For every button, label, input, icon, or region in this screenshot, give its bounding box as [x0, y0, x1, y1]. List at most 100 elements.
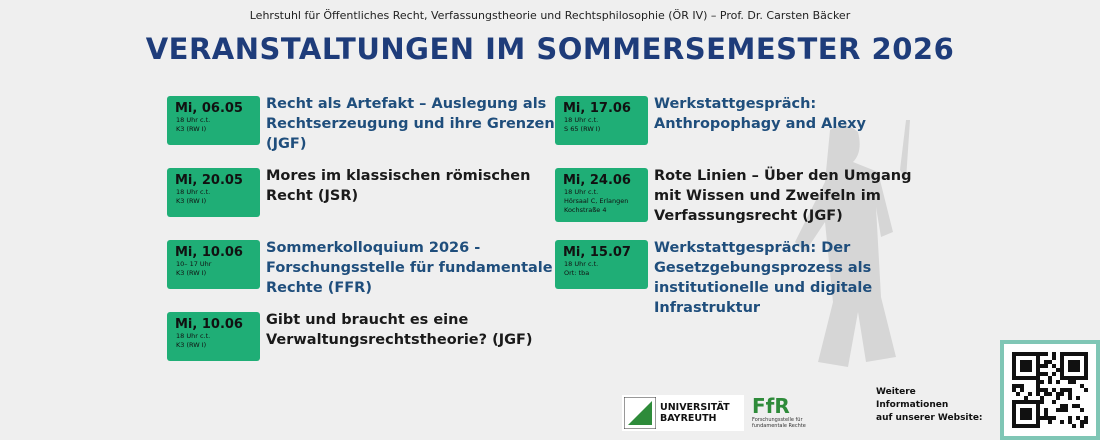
- event-detail: Kochstraße 4: [564, 206, 607, 214]
- event-title-line: Werkstattgespräch: Der: [654, 240, 851, 256]
- qr-module: [1020, 368, 1024, 372]
- qr-module: [1036, 368, 1040, 372]
- qr-module: [1080, 424, 1084, 428]
- qr-module: [1020, 360, 1024, 364]
- qr-module: [1044, 372, 1048, 376]
- qr-module: [1060, 368, 1064, 372]
- university-line: BAYREUTH: [660, 413, 717, 424]
- event-title-line: Rechtserzeugung und ihre Grenzen: [266, 116, 555, 132]
- website-note-line: Informationen: [876, 400, 949, 410]
- event-title-line: Gesetzgebungsprozess als: [654, 260, 872, 276]
- website-note-line: Weitere: [876, 387, 916, 397]
- event-date: Mi, 06.05: [175, 101, 243, 116]
- qr-module: [1032, 352, 1036, 356]
- qr-module: [1036, 404, 1040, 408]
- qr-module: [1060, 420, 1064, 424]
- qr-module: [1040, 380, 1044, 384]
- qr-module: [1036, 400, 1040, 404]
- qr-module: [1060, 408, 1064, 412]
- qr-module: [1028, 416, 1032, 420]
- qr-module: [1012, 424, 1016, 428]
- ffr-mark: FfR: [752, 394, 790, 418]
- qr-module: [1012, 408, 1016, 412]
- qr-module: [1016, 376, 1020, 380]
- qr-module: [1024, 352, 1028, 356]
- event-title-line: Gibt und braucht es eine: [266, 312, 469, 328]
- event-title: Gibt und braucht es eine Verwaltungsrecht…: [266, 310, 533, 350]
- qr-module: [1040, 400, 1044, 404]
- qr-module: [1068, 380, 1072, 384]
- qr-module: [1028, 368, 1032, 372]
- qr-module: [1036, 424, 1040, 428]
- qr-module: [1084, 356, 1088, 360]
- qr-module: [1060, 356, 1064, 360]
- date-badge: Mi, 17.06 18 Uhr c.t. S 65 (RW I): [555, 96, 648, 145]
- qr-module: [1068, 352, 1072, 356]
- qr-module: [1036, 416, 1040, 420]
- qr-module: [1028, 400, 1032, 404]
- event-detail: 18 Uhr c.t.: [176, 188, 211, 196]
- qr-module: [1084, 420, 1088, 424]
- event-title-line: Mores im klassischen römischen: [266, 168, 531, 184]
- qr-module: [1072, 380, 1076, 384]
- qr-module: [1048, 392, 1052, 396]
- qr-module: [1056, 396, 1060, 400]
- qr-module: [1072, 424, 1076, 428]
- qr-module: [1072, 376, 1076, 380]
- event-title-line: Recht (JSR): [266, 188, 359, 204]
- qr-module: [1052, 400, 1056, 404]
- event-date: Mi, 20.05: [175, 173, 243, 188]
- qr-module: [1044, 392, 1048, 396]
- event-title: Recht als Artefakt – Auslegung als Rechts…: [266, 94, 555, 154]
- qr-module: [1052, 352, 1056, 356]
- event-detail: K3 (RW I): [176, 197, 207, 205]
- qr-module: [1020, 408, 1024, 412]
- qr-module: [1076, 352, 1080, 356]
- qr-module: [1012, 388, 1016, 392]
- event-title-line: Infrastruktur: [654, 300, 761, 316]
- qr-module: [1076, 360, 1080, 364]
- ffr-logo: FfR Forschungsstelle für fundamentale Re…: [752, 395, 812, 431]
- date-badge: Mi, 10.06 18 Uhr c.t. K3 (RW I): [167, 312, 260, 361]
- qr-code[interactable]: [1000, 340, 1100, 440]
- qr-module: [1036, 408, 1040, 412]
- qr-module: [1020, 364, 1024, 368]
- qr-module: [1024, 364, 1028, 368]
- qr-module: [1060, 388, 1064, 392]
- event-detail: K3 (RW I): [176, 125, 207, 133]
- university-logo: UNIVERSITÄT BAYREUTH: [622, 395, 744, 431]
- qr-module: [1044, 388, 1048, 392]
- qr-module: [1032, 400, 1036, 404]
- qr-module: [1020, 384, 1024, 388]
- ffr-name-line: Forschungsstelle für: [752, 417, 803, 423]
- qr-module: [1084, 352, 1088, 356]
- qr-module: [1036, 380, 1040, 384]
- website-note: Weitere Informationen auf unserer Websit…: [876, 386, 983, 425]
- qr-module: [1036, 352, 1040, 356]
- qr-module: [1012, 352, 1016, 356]
- qr-module: [1028, 376, 1032, 380]
- qr-module: [1036, 384, 1040, 388]
- ffr-name-line: fundamentale Rechte: [752, 423, 806, 429]
- website-note-line: auf unserer Website:: [876, 413, 983, 423]
- qr-module: [1024, 368, 1028, 372]
- qr-module: [1064, 352, 1068, 356]
- event-title: Werkstattgespräch: Anthropophagy and Alex…: [654, 94, 866, 134]
- subtitle: Lehrstuhl für Öffentliches Recht, Verfas…: [249, 9, 851, 22]
- qr-module: [1064, 388, 1068, 392]
- statue-silhouette: [795, 120, 910, 367]
- qr-pattern: [1012, 352, 1088, 428]
- qr-module: [1020, 388, 1024, 392]
- date-badge: Mi, 06.05 18 Uhr c.t. K3 (RW I): [167, 96, 260, 145]
- event-detail: 10– 17 Uhr: [176, 260, 212, 268]
- qr-module: [1016, 384, 1020, 388]
- qr-module: [1060, 352, 1064, 356]
- event-detail: 18 Uhr c.t.: [176, 116, 211, 124]
- qr-module: [1020, 352, 1024, 356]
- event-date: Mi, 17.06: [563, 101, 631, 116]
- qr-module: [1048, 360, 1052, 364]
- qr-module: [1072, 368, 1076, 372]
- qr-module: [1076, 404, 1080, 408]
- qr-module: [1068, 364, 1072, 368]
- qr-module: [1028, 364, 1032, 368]
